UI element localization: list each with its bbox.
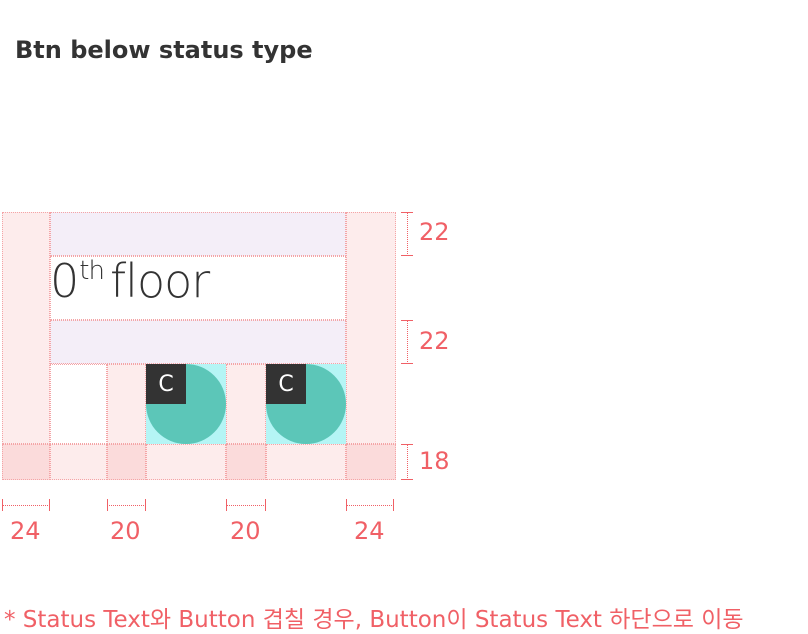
- floor-word: floor: [109, 254, 210, 308]
- top-spacing-band: [50, 212, 346, 256]
- dim-tick-middle-a: [401, 320, 413, 321]
- hdim-tick-3a: [226, 499, 227, 511]
- dim-line-top: [407, 212, 408, 256]
- hdim-tick-2a: [107, 499, 108, 511]
- dim-line-middle: [407, 320, 408, 364]
- middle-spacing-band: [50, 320, 346, 364]
- bottom-margin-seg-1: [50, 444, 107, 480]
- footnote: * Status Text와 Button 겹칠 경우, Button이 Sta…: [4, 607, 744, 633]
- button-label-chip-1: C: [146, 364, 186, 404]
- button-row-empty-left: [50, 364, 107, 444]
- dim-tick-middle-b: [401, 363, 413, 364]
- dim-tick-top-a: [401, 212, 413, 213]
- hdim-line-3: [226, 505, 266, 506]
- dim-label-bottom: 18: [419, 447, 450, 475]
- hdim-label-4: 24: [354, 517, 385, 545]
- left-margin-column: [2, 212, 50, 444]
- floor-suffix: th: [79, 256, 105, 286]
- hdim-line-4: [346, 505, 394, 506]
- hdim-label-1: 24: [10, 517, 41, 545]
- status-text-row: [50, 256, 346, 320]
- dim-tick-bottom-b: [401, 479, 413, 480]
- hdim-tick-2b: [145, 499, 146, 511]
- hdim-label-3: 20: [230, 517, 261, 545]
- dim-label-middle: 22: [419, 327, 450, 355]
- button-gap-2: [226, 364, 266, 444]
- dim-line-bottom: [407, 444, 408, 480]
- button-label-chip-2: C: [266, 364, 306, 404]
- hdim-tick-4b: [393, 499, 394, 511]
- bottom-margin-seg-3: [266, 444, 346, 480]
- hdim-tick-4a: [346, 499, 347, 511]
- hdim-tick-1a: [2, 499, 3, 511]
- bottom-margin-left: [2, 444, 50, 480]
- right-margin-column: [346, 212, 396, 444]
- hdim-line-1: [2, 505, 50, 506]
- hdim-line-2: [107, 505, 146, 506]
- dim-tick-bottom-a: [401, 444, 413, 445]
- hdim-tick-1b: [49, 499, 50, 511]
- floor-number: 0: [50, 254, 79, 308]
- button-gap-1: [107, 364, 146, 444]
- bottom-margin-seg-2: [146, 444, 226, 480]
- diagram-title: Btn below status type: [15, 36, 313, 64]
- dim-tick-top-b: [401, 255, 413, 256]
- dim-label-top: 22: [419, 218, 450, 246]
- bottom-margin-right: [346, 444, 396, 480]
- hdim-label-2: 20: [110, 517, 141, 545]
- status-text: 0th floor: [50, 256, 210, 304]
- bottom-margin-gap-2: [226, 444, 266, 480]
- bottom-margin-gap-1: [107, 444, 146, 480]
- hdim-tick-3b: [265, 499, 266, 511]
